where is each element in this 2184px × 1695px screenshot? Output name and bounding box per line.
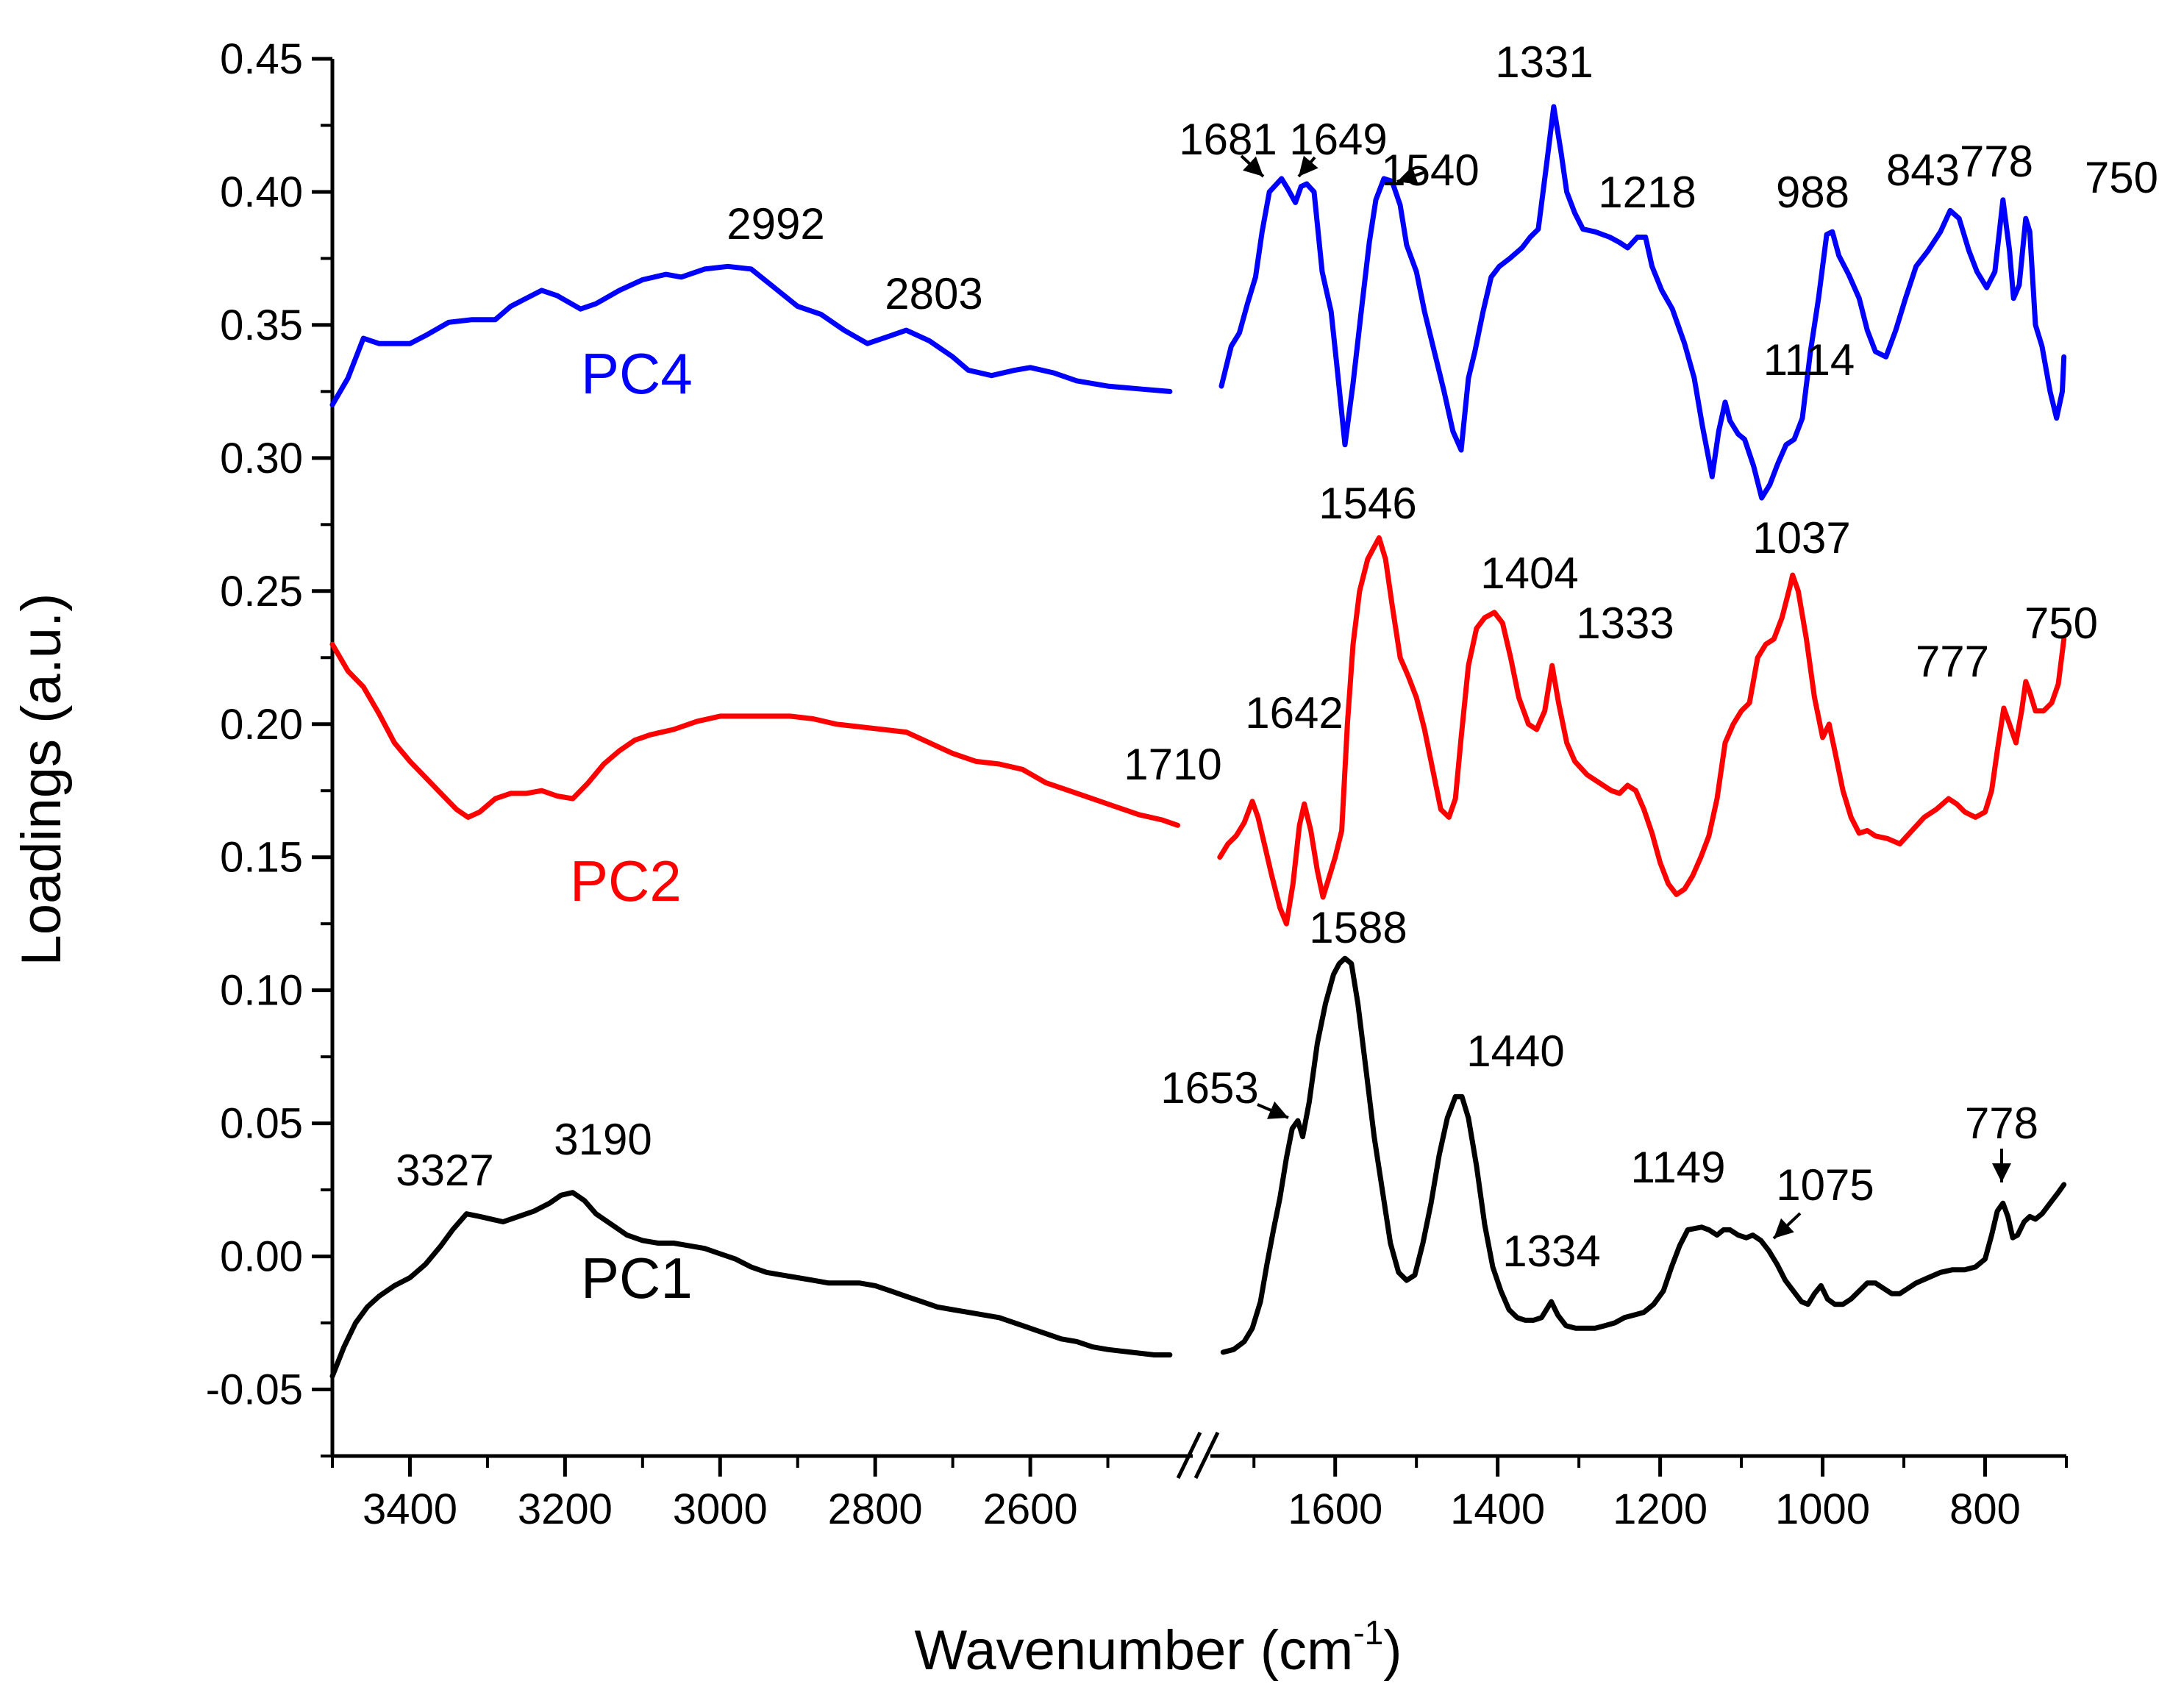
peak-label-pc4-2992: 2992 (727, 199, 824, 249)
peak-label-pc1-1440: 1440 (1466, 1027, 1564, 1076)
y-tick-label: 0.25 (220, 568, 303, 615)
peak-label-pc1-1653: 1653 (1160, 1063, 1258, 1113)
y-tick-label: 0.40 (220, 168, 303, 216)
x-axis-title: Wavenumber (cm-1) (914, 1613, 1402, 1682)
peak-label-pc2-1037: 1037 (1752, 513, 1850, 563)
peak-label-pc4-1114: 1114 (1763, 335, 1855, 385)
pc1-line-2 (1220, 955, 2067, 1355)
arrow-1649-head (1299, 155, 1318, 176)
series-label-pc1: PC1 (581, 1246, 693, 1310)
series-layer (329, 104, 2067, 1379)
series-label-pc4: PC4 (581, 341, 693, 406)
series-label-pc2: PC2 (570, 849, 682, 913)
peak-label-pc1-1588: 1588 (1309, 903, 1407, 952)
x-tick-label: 1200 (1613, 1485, 1707, 1533)
x-tick-label: 3200 (518, 1485, 613, 1533)
axes (330, 59, 2066, 1480)
peak-label-pc2-1404: 1404 (1480, 549, 1578, 598)
peak-label-pc4-1331: 1331 (1495, 38, 1593, 87)
arrow-1540-head (1397, 166, 1418, 185)
peak-label-pc4-750: 750 (2085, 153, 2158, 202)
y-tick-label: 0.30 (220, 435, 303, 482)
peak-label-pc2-1710: 1710 (1124, 740, 1221, 789)
y-tick-label: 0.10 (220, 967, 303, 1015)
arrow-1681-head (1243, 156, 1263, 176)
x-tick-label: 2800 (828, 1485, 923, 1533)
x-axis-title-close: ) (1383, 1619, 1402, 1682)
y-tick-label: 0.00 (220, 1233, 303, 1281)
peak-label-pc4-843: 843 (1886, 146, 1960, 195)
y-tick-label: 0.35 (220, 301, 303, 349)
peak-label-pc2-777: 777 (1916, 637, 1989, 686)
peak-label-pc1-1149: 1149 (1630, 1143, 1725, 1192)
y-tick-label: 0.15 (220, 834, 303, 882)
ticks: 0.45 0.40 0.35 0.30 0.25 0.20 0.15 0.10 0.05 0.00… (206, 35, 2068, 1533)
peak-label-pc2-750: 750 (2024, 599, 2098, 648)
peak-label-pc4-1649: 1649 (1289, 115, 1387, 164)
x-axis-title-main: Wavenumber (cm (914, 1619, 1353, 1682)
x-axis-title-sup: -1 (1353, 1613, 1383, 1652)
peak-label-pc1-1334: 1334 (1502, 1227, 1600, 1276)
arrow-778-head (1992, 1163, 2011, 1182)
peak-label-pc4-1540: 1540 (1381, 146, 1479, 195)
x-tick-label: 2600 (983, 1485, 1078, 1533)
x-tick-label: 1400 (1450, 1485, 1545, 1533)
peak-label-pc2-1546: 1546 (1318, 479, 1416, 528)
peak-label-pc2-1642: 1642 (1245, 688, 1343, 738)
y-axis-title: Loadings (a.u.) (10, 593, 73, 966)
peak-label-pc1-1075: 1075 (1776, 1160, 1874, 1210)
x-tick-label: 1600 (1288, 1485, 1382, 1533)
axis-break-mark-2 (1193, 1431, 1220, 1480)
pc4-line-1 (329, 263, 1173, 407)
peak-label-pc4-2803: 2803 (885, 269, 982, 318)
x-tick-label: 3000 (673, 1485, 768, 1533)
arrow-1653-head (1267, 1101, 1288, 1119)
axis-break-mark-1 (1176, 1431, 1202, 1480)
x-tick-label: 800 (1949, 1485, 2021, 1533)
pc2-line-2 (1217, 535, 2067, 927)
peak-label-pc1-3327: 3327 (396, 1146, 493, 1195)
peak-label-pc2-1333: 1333 (1576, 599, 1674, 648)
peak-label-pc4-988: 988 (1776, 168, 1849, 217)
peak-label-pc4-778: 778 (1960, 137, 2033, 186)
peak-label-pc1-3190: 3190 (554, 1115, 652, 1164)
y-tick-label: 0.05 (220, 1100, 303, 1148)
y-tick-label: -0.05 (206, 1366, 303, 1414)
y-tick-label: 0.20 (220, 701, 303, 749)
pc1-line-1 (329, 1190, 1173, 1379)
peak-label-pc1-778: 778 (1965, 1099, 2038, 1148)
peak-label-pc4-1681: 1681 (1179, 115, 1277, 164)
arrow-1075-head (1774, 1218, 1794, 1238)
peak-label-pc4-1218: 1218 (1598, 168, 1696, 217)
pc2-line-1 (329, 641, 1180, 828)
x-tick-label: 3400 (363, 1485, 457, 1533)
pc4-line-2 (1218, 104, 2067, 501)
x-tick-label: 1000 (1775, 1485, 1870, 1533)
y-tick-label: 0.45 (220, 35, 303, 83)
